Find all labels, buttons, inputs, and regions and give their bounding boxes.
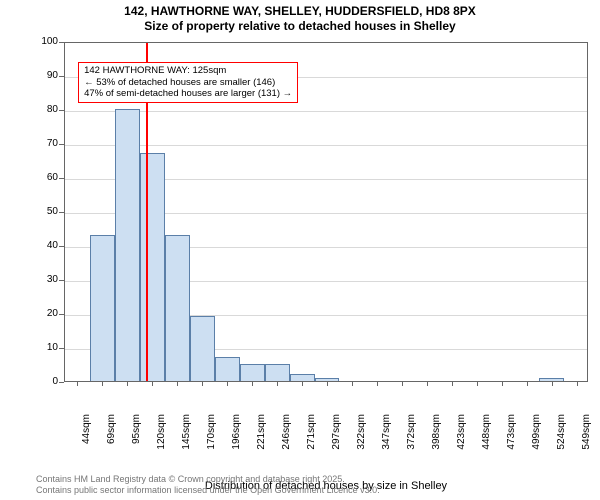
y-tick-label: 50 — [18, 206, 58, 217]
x-tick-label: 95sqm — [131, 414, 142, 458]
y-tick-label: 70 — [18, 138, 58, 149]
x-tick-mark — [427, 381, 428, 386]
x-tick-mark — [402, 381, 403, 386]
x-tick-label: 170sqm — [206, 414, 217, 458]
histogram-bar — [115, 109, 140, 381]
gridline — [65, 145, 587, 146]
plot-area: 44sqm69sqm95sqm120sqm145sqm170sqm196sqm2… — [64, 42, 588, 382]
x-tick-mark — [127, 381, 128, 386]
x-tick-label: 499sqm — [531, 414, 542, 458]
y-tick-label: 0 — [18, 376, 58, 387]
x-tick-mark — [527, 381, 528, 386]
y-tick-mark — [59, 178, 64, 179]
x-tick-label: 145sqm — [181, 414, 192, 458]
x-tick-mark — [577, 381, 578, 386]
y-tick-mark — [59, 110, 64, 111]
annotation-line: 47% of semi-detached houses are larger (… — [84, 88, 292, 100]
x-tick-label: 44sqm — [81, 414, 92, 458]
histogram-bar — [140, 153, 165, 381]
x-tick-mark — [277, 381, 278, 386]
x-tick-label: 448sqm — [481, 414, 492, 458]
x-tick-mark — [477, 381, 478, 386]
attribution-footer: Contains HM Land Registry data © Crown c… — [36, 474, 380, 497]
x-tick-label: 473sqm — [506, 414, 517, 458]
x-tick-mark — [177, 381, 178, 386]
histogram-chart: Number of detached properties 44sqm69sqm… — [36, 42, 588, 422]
x-tick-mark — [552, 381, 553, 386]
x-tick-mark — [377, 381, 378, 386]
x-tick-mark — [452, 381, 453, 386]
chart-title: 142, HAWTHORNE WAY, SHELLEY, HUDDERSFIEL… — [0, 0, 600, 34]
x-tick-mark — [502, 381, 503, 386]
y-tick-label: 100 — [18, 36, 58, 47]
x-tick-mark — [302, 381, 303, 386]
gridline — [65, 111, 587, 112]
x-tick-label: 271sqm — [306, 414, 317, 458]
y-tick-label: 90 — [18, 70, 58, 81]
y-tick-mark — [59, 382, 64, 383]
annotation-line: ← 53% of detached houses are smaller (14… — [84, 77, 292, 89]
x-tick-mark — [352, 381, 353, 386]
y-tick-label: 40 — [18, 240, 58, 251]
annotation-box: 142 HAWTHORNE WAY: 125sqm← 53% of detach… — [78, 62, 298, 104]
histogram-bar — [165, 235, 190, 381]
x-tick-mark — [227, 381, 228, 386]
x-tick-label: 322sqm — [356, 414, 367, 458]
x-tick-label: 398sqm — [431, 414, 442, 458]
annotation-line: 142 HAWTHORNE WAY: 125sqm — [84, 65, 292, 77]
y-tick-mark — [59, 348, 64, 349]
x-tick-label: 549sqm — [581, 414, 592, 458]
x-tick-label: 347sqm — [381, 414, 392, 458]
y-tick-mark — [59, 280, 64, 281]
y-tick-label: 30 — [18, 274, 58, 285]
y-tick-mark — [59, 42, 64, 43]
x-tick-mark — [202, 381, 203, 386]
histogram-bar — [215, 357, 240, 381]
y-tick-mark — [59, 76, 64, 77]
y-tick-mark — [59, 314, 64, 315]
y-tick-mark — [59, 144, 64, 145]
x-tick-mark — [252, 381, 253, 386]
y-tick-mark — [59, 246, 64, 247]
histogram-bar — [90, 235, 115, 381]
x-tick-label: 297sqm — [331, 414, 342, 458]
title-line2: Size of property relative to detached ho… — [0, 19, 600, 34]
histogram-bar — [240, 364, 265, 381]
x-tick-mark — [102, 381, 103, 386]
x-tick-label: 120sqm — [156, 414, 167, 458]
x-tick-label: 423sqm — [456, 414, 467, 458]
x-tick-label: 69sqm — [106, 414, 117, 458]
title-line1: 142, HAWTHORNE WAY, SHELLEY, HUDDERSFIEL… — [0, 4, 600, 19]
x-tick-label: 196sqm — [231, 414, 242, 458]
histogram-bar — [190, 316, 215, 381]
y-tick-label: 10 — [18, 342, 58, 353]
x-tick-label: 372sqm — [406, 414, 417, 458]
y-tick-label: 20 — [18, 308, 58, 319]
x-tick-label: 246sqm — [281, 414, 292, 458]
x-tick-mark — [152, 381, 153, 386]
y-tick-mark — [59, 212, 64, 213]
x-tick-mark — [77, 381, 78, 386]
y-tick-label: 60 — [18, 172, 58, 183]
x-tick-mark — [327, 381, 328, 386]
footer-line1: Contains HM Land Registry data © Crown c… — [36, 474, 380, 485]
histogram-bar — [290, 374, 315, 381]
footer-line2: Contains public sector information licen… — [36, 485, 380, 496]
y-tick-label: 80 — [18, 104, 58, 115]
x-tick-label: 221sqm — [256, 414, 267, 458]
histogram-bar — [265, 364, 290, 381]
x-tick-label: 524sqm — [556, 414, 567, 458]
